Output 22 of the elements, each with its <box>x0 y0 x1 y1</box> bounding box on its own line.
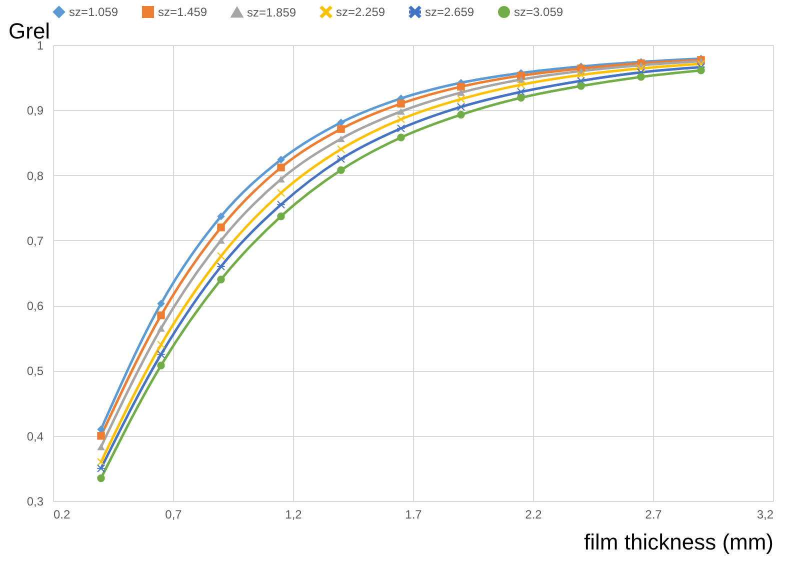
y-tick-label: 0,9 <box>26 104 44 118</box>
x-tick-label: 1.7 <box>405 508 422 522</box>
y-tick-label: 1 <box>36 38 44 52</box>
x-tick-label: 1,2 <box>285 508 302 522</box>
x-tick-label: 2.7 <box>645 508 662 522</box>
y-tick-label: 0,3 <box>26 494 44 508</box>
legend-label: sz=2.259 <box>336 5 386 19</box>
x-tick-label: 0.2 <box>54 508 71 522</box>
legend-label: sz=1.059 <box>69 5 118 19</box>
y-tick-label: 0,8 <box>26 168 44 183</box>
y-tick-label: 0,7 <box>26 234 44 248</box>
y-tick-label: 0,6 <box>26 299 44 314</box>
x-tick-label: 0,7 <box>165 508 182 522</box>
x-axis-title: film thickness (mm) <box>584 530 774 554</box>
legend-label: sz=2.659 <box>425 5 474 19</box>
y-tick-label: 0,4 <box>26 429 44 444</box>
legend-label: sz=3.059 <box>514 5 564 19</box>
x-tick-label: 2.2 <box>525 508 542 522</box>
legend-label: sz=1.859 <box>247 5 296 20</box>
legend-label: sz=1.459 <box>158 5 208 19</box>
y-tick-label: 0,5 <box>26 364 44 378</box>
x-tick-label: 3,2 <box>756 508 774 522</box>
